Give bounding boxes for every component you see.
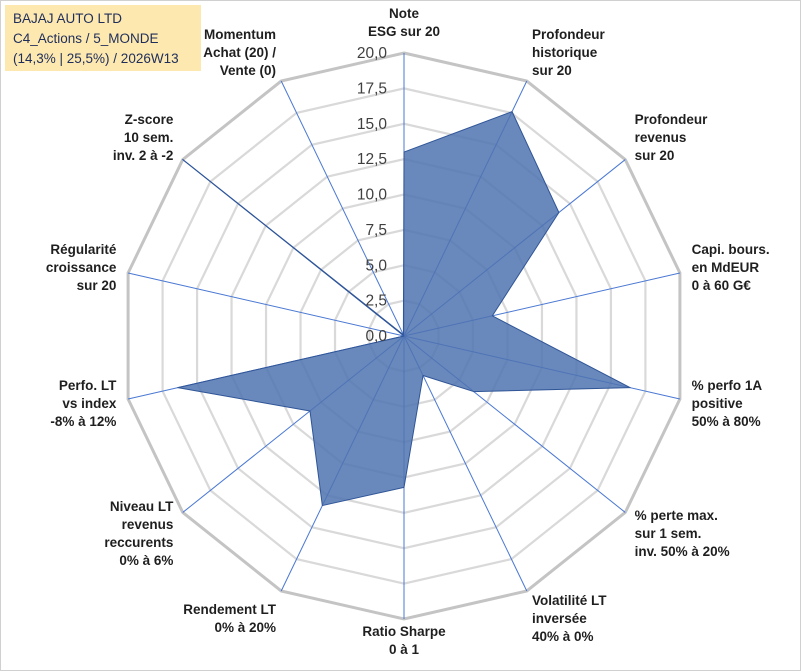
tick-label: 10,0	[357, 187, 388, 204]
axis-label-line: Capi. bours.	[692, 242, 770, 257]
axis-label: Niveau LT revenus reccurents 0% à 6%	[104, 499, 174, 568]
axis-label: Perfo. LT vs index -8% à 12%	[50, 378, 117, 429]
axis-label-line: sur 20	[532, 63, 572, 78]
axis-label-line: Perfo. LT	[59, 378, 117, 393]
axis-spoke	[403, 335, 528, 592]
tick-label: 12,5	[357, 151, 387, 168]
tick-label: 7,5	[365, 222, 387, 239]
axis-label-line: inv. 50% à 20%	[635, 544, 730, 559]
tick-label: 17,5	[357, 80, 387, 97]
axis-label-layer: Note ESG sur 20 Profondeur historique sur 20…	[46, 6, 770, 657]
axis-label-line: % perfo 1A	[692, 378, 763, 393]
axis-label-line: Momentum	[204, 27, 276, 42]
axis-label-line: positive	[692, 396, 744, 411]
axis-label-line: Profondeur	[532, 27, 605, 42]
axis-label-line: historique	[532, 45, 598, 60]
axis-label-line: Régularité	[50, 242, 117, 257]
title-line-2: C4_Actions / 5_MONDE	[13, 31, 159, 46]
axis-label-line: 0 à 1	[389, 642, 420, 657]
axis-label-line: vs index	[62, 396, 117, 411]
axis-label-line: croissance	[46, 260, 117, 275]
axis-spoke	[280, 80, 405, 337]
axis-label-line: 0 à 60 G€	[692, 278, 752, 293]
title-line-3: (14,3% | 25,5%) / 2026W13	[13, 51, 179, 66]
axis-label-line: Vente (0)	[220, 63, 276, 78]
axis-label: Momentum Achat (20) / Vente (0)	[203, 27, 276, 78]
axis-label-line: Niveau LT	[110, 499, 174, 514]
title-line-1: BAJAJ AUTO LTD	[13, 11, 123, 26]
axis-label: Z-score 10 sem. inv. 2 à -2	[113, 112, 174, 163]
axis-label-line: Z-score	[125, 112, 174, 127]
axis-label-line: 0% à 20%	[214, 620, 276, 635]
axis-label-line: inv. 2 à -2	[113, 148, 174, 163]
axis-label: Ratio Sharpe 0 à 1	[362, 624, 446, 657]
axis-label-line: -8% à 12%	[50, 414, 116, 429]
axis-label: Volatilité LT inversée 40% à 0%	[532, 593, 607, 644]
axis-label-line: sur 20	[635, 148, 675, 163]
axis-label-line: Rendement LT	[183, 602, 277, 617]
axis-label-line: sur 20	[77, 278, 117, 293]
axis-label: Régularité croissance sur 20	[46, 242, 117, 293]
axis-label: % perfo 1A positive 50% à 80%	[692, 378, 763, 429]
axis-label: Profondeur revenus sur 20	[635, 112, 708, 163]
axis-label-line: ESG sur 20	[368, 24, 440, 39]
axis-label-line: Profondeur	[635, 112, 708, 127]
axis-label-line: sur 1 sem.	[635, 526, 702, 541]
tick-label: 0,0	[365, 328, 387, 345]
tick-label-layer: 0,0 2,5 5,0 7,5 10,0 12,5 15,0 17,5 20,0	[357, 45, 388, 345]
axis-label: % perte max. sur 1 sem. inv. 50% à 20%	[635, 508, 730, 559]
axis-label: Note ESG sur 20	[368, 6, 440, 39]
axis-label-line: revenus	[122, 517, 174, 532]
series-layer	[177, 111, 631, 507]
axis-label-line: inversée	[532, 611, 587, 626]
axis-label: Profondeur historique sur 20	[532, 27, 605, 78]
tick-label: 2,5	[365, 293, 387, 310]
title-box: BAJAJ AUTO LTD C4_Actions / 5_MONDE (14,…	[5, 5, 201, 71]
axis-label-line: Achat (20) /	[203, 45, 276, 60]
axis-label: Capi. bours. en MdEUR 0 à 60 G€	[692, 242, 770, 293]
axis-label: Rendement LT 0% à 20%	[183, 602, 277, 635]
tick-label: 15,0	[357, 116, 388, 133]
axis-label-line: Ratio Sharpe	[362, 624, 446, 639]
axis-label-line: % perte max.	[635, 508, 718, 523]
axis-label-line: Note	[389, 6, 419, 21]
tick-label: 20,0	[357, 45, 388, 62]
tick-label: 5,0	[365, 257, 387, 274]
axis-label-line: 40% à 0%	[532, 629, 594, 644]
series-area	[177, 111, 631, 507]
axis-label-line: revenus	[635, 130, 687, 145]
axis-label-line: en MdEUR	[692, 260, 760, 275]
axis-label-line: Volatilité LT	[532, 593, 607, 608]
axis-label-line: 50% à 80%	[692, 414, 761, 429]
axis-spoke	[127, 272, 405, 337]
axis-label-line: 10 sem.	[124, 130, 174, 145]
axis-label-line: 0% à 6%	[119, 553, 173, 568]
axis-label-line: reccurents	[104, 535, 173, 550]
